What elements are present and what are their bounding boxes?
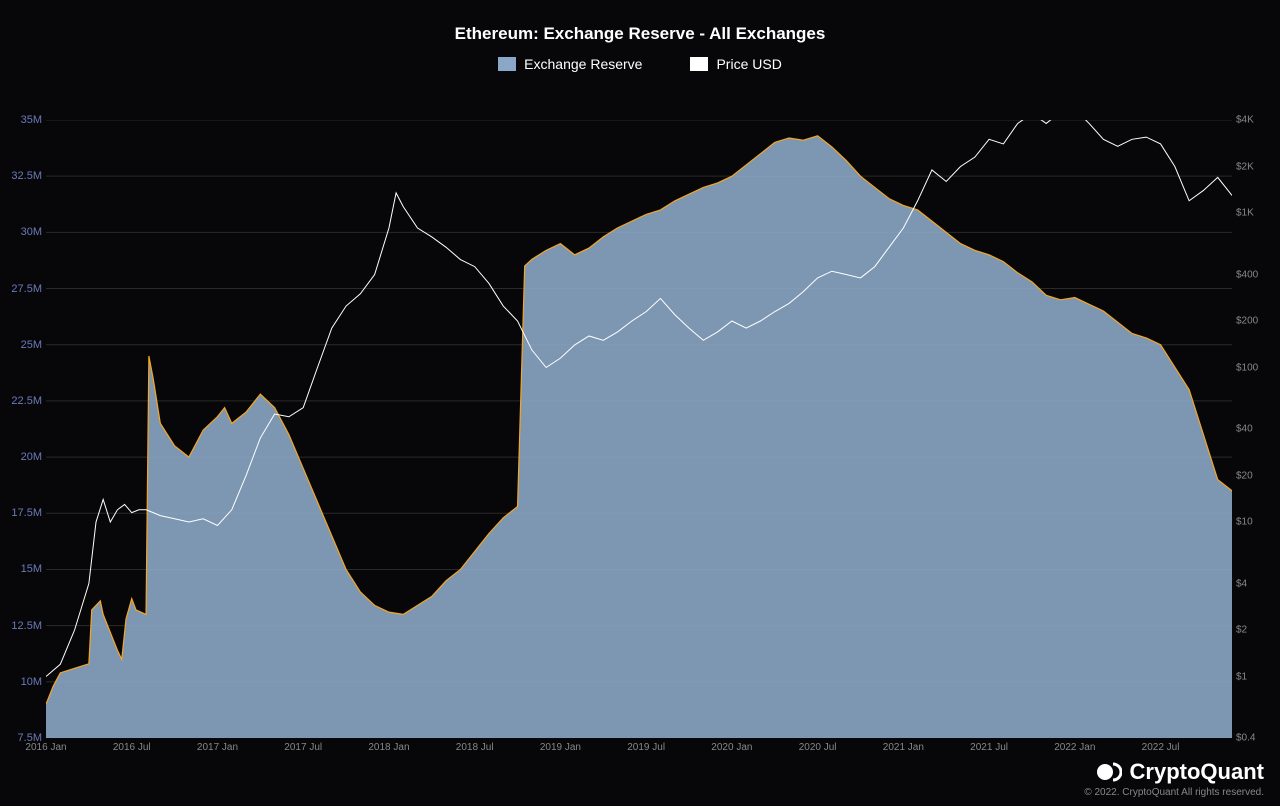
x-tick: 2021 Jul bbox=[970, 742, 1008, 753]
reserve-swatch bbox=[498, 57, 516, 71]
x-tick: 2022 Jan bbox=[1054, 742, 1095, 753]
chart-svg bbox=[46, 120, 1232, 738]
y-right-tick: $4 bbox=[1236, 578, 1276, 589]
chart-title: Ethereum: Exchange Reserve - All Exchang… bbox=[0, 0, 1280, 44]
y-left-tick: 30M bbox=[4, 226, 42, 238]
y-left-tick: 27.5M bbox=[4, 283, 42, 295]
copyright-text: © 2022. CryptoQuant All rights reserved. bbox=[1084, 787, 1264, 798]
y-left-tick: 35M bbox=[4, 114, 42, 126]
y-left-tick: 22.5M bbox=[4, 395, 42, 407]
legend-price-label: Price USD bbox=[716, 56, 781, 72]
y-left-axis: 7.5M10M12.5M15M17.5M20M22.5M25M27.5M30M3… bbox=[4, 120, 42, 738]
y-left-tick: 25M bbox=[4, 339, 42, 351]
x-tick: 2019 Jan bbox=[540, 742, 581, 753]
legend-item-price: Price USD bbox=[690, 56, 781, 72]
y-right-axis: $0.4$1$2$4$10$20$40$100$200$400$1K$2K$4K bbox=[1236, 120, 1276, 738]
brand-logo: CryptoQuant bbox=[1084, 759, 1264, 785]
x-tick: 2016 Jan bbox=[25, 742, 66, 753]
y-right-tick: $20 bbox=[1236, 470, 1276, 481]
y-right-tick: $4K bbox=[1236, 115, 1276, 126]
x-axis: 2016 Jan2016 Jul2017 Jan2017 Jul2018 Jan… bbox=[46, 742, 1232, 756]
y-right-tick: $0.4 bbox=[1236, 733, 1276, 744]
x-tick: 2020 Jan bbox=[711, 742, 752, 753]
x-tick: 2017 Jul bbox=[284, 742, 322, 753]
chart-area: 7.5M10M12.5M15M17.5M20M22.5M25M27.5M30M3… bbox=[46, 120, 1232, 738]
y-left-tick: 20M bbox=[4, 451, 42, 463]
brand-text: CryptoQuant bbox=[1130, 759, 1264, 785]
footer: CryptoQuant © 2022. CryptoQuant All righ… bbox=[1084, 759, 1264, 798]
y-right-tick: $2 bbox=[1236, 625, 1276, 636]
y-left-tick: 32.5M bbox=[4, 170, 42, 182]
y-right-tick: $1 bbox=[1236, 671, 1276, 682]
brand-icon bbox=[1096, 759, 1122, 785]
y-right-tick: $1K bbox=[1236, 208, 1276, 219]
y-right-tick: $2K bbox=[1236, 161, 1276, 172]
y-left-tick: 10M bbox=[4, 676, 42, 688]
y-right-tick: $100 bbox=[1236, 362, 1276, 373]
x-tick: 2019 Jul bbox=[627, 742, 665, 753]
x-tick: 2020 Jul bbox=[799, 742, 837, 753]
y-right-tick: $200 bbox=[1236, 316, 1276, 327]
x-tick: 2018 Jan bbox=[368, 742, 409, 753]
x-tick: 2016 Jul bbox=[113, 742, 151, 753]
y-right-tick: $40 bbox=[1236, 424, 1276, 435]
y-left-tick: 12.5M bbox=[4, 620, 42, 632]
x-tick: 2018 Jul bbox=[456, 742, 494, 753]
y-right-tick: $10 bbox=[1236, 517, 1276, 528]
legend-reserve-label: Exchange Reserve bbox=[524, 56, 642, 72]
x-tick: 2017 Jan bbox=[197, 742, 238, 753]
legend: Exchange Reserve Price USD bbox=[0, 56, 1280, 72]
x-tick: 2021 Jan bbox=[883, 742, 924, 753]
y-right-tick: $400 bbox=[1236, 269, 1276, 280]
x-tick: 2022 Jul bbox=[1142, 742, 1180, 753]
y-left-tick: 17.5M bbox=[4, 507, 42, 519]
y-left-tick: 15M bbox=[4, 563, 42, 575]
legend-item-reserve: Exchange Reserve bbox=[498, 56, 642, 72]
price-swatch bbox=[690, 57, 708, 71]
